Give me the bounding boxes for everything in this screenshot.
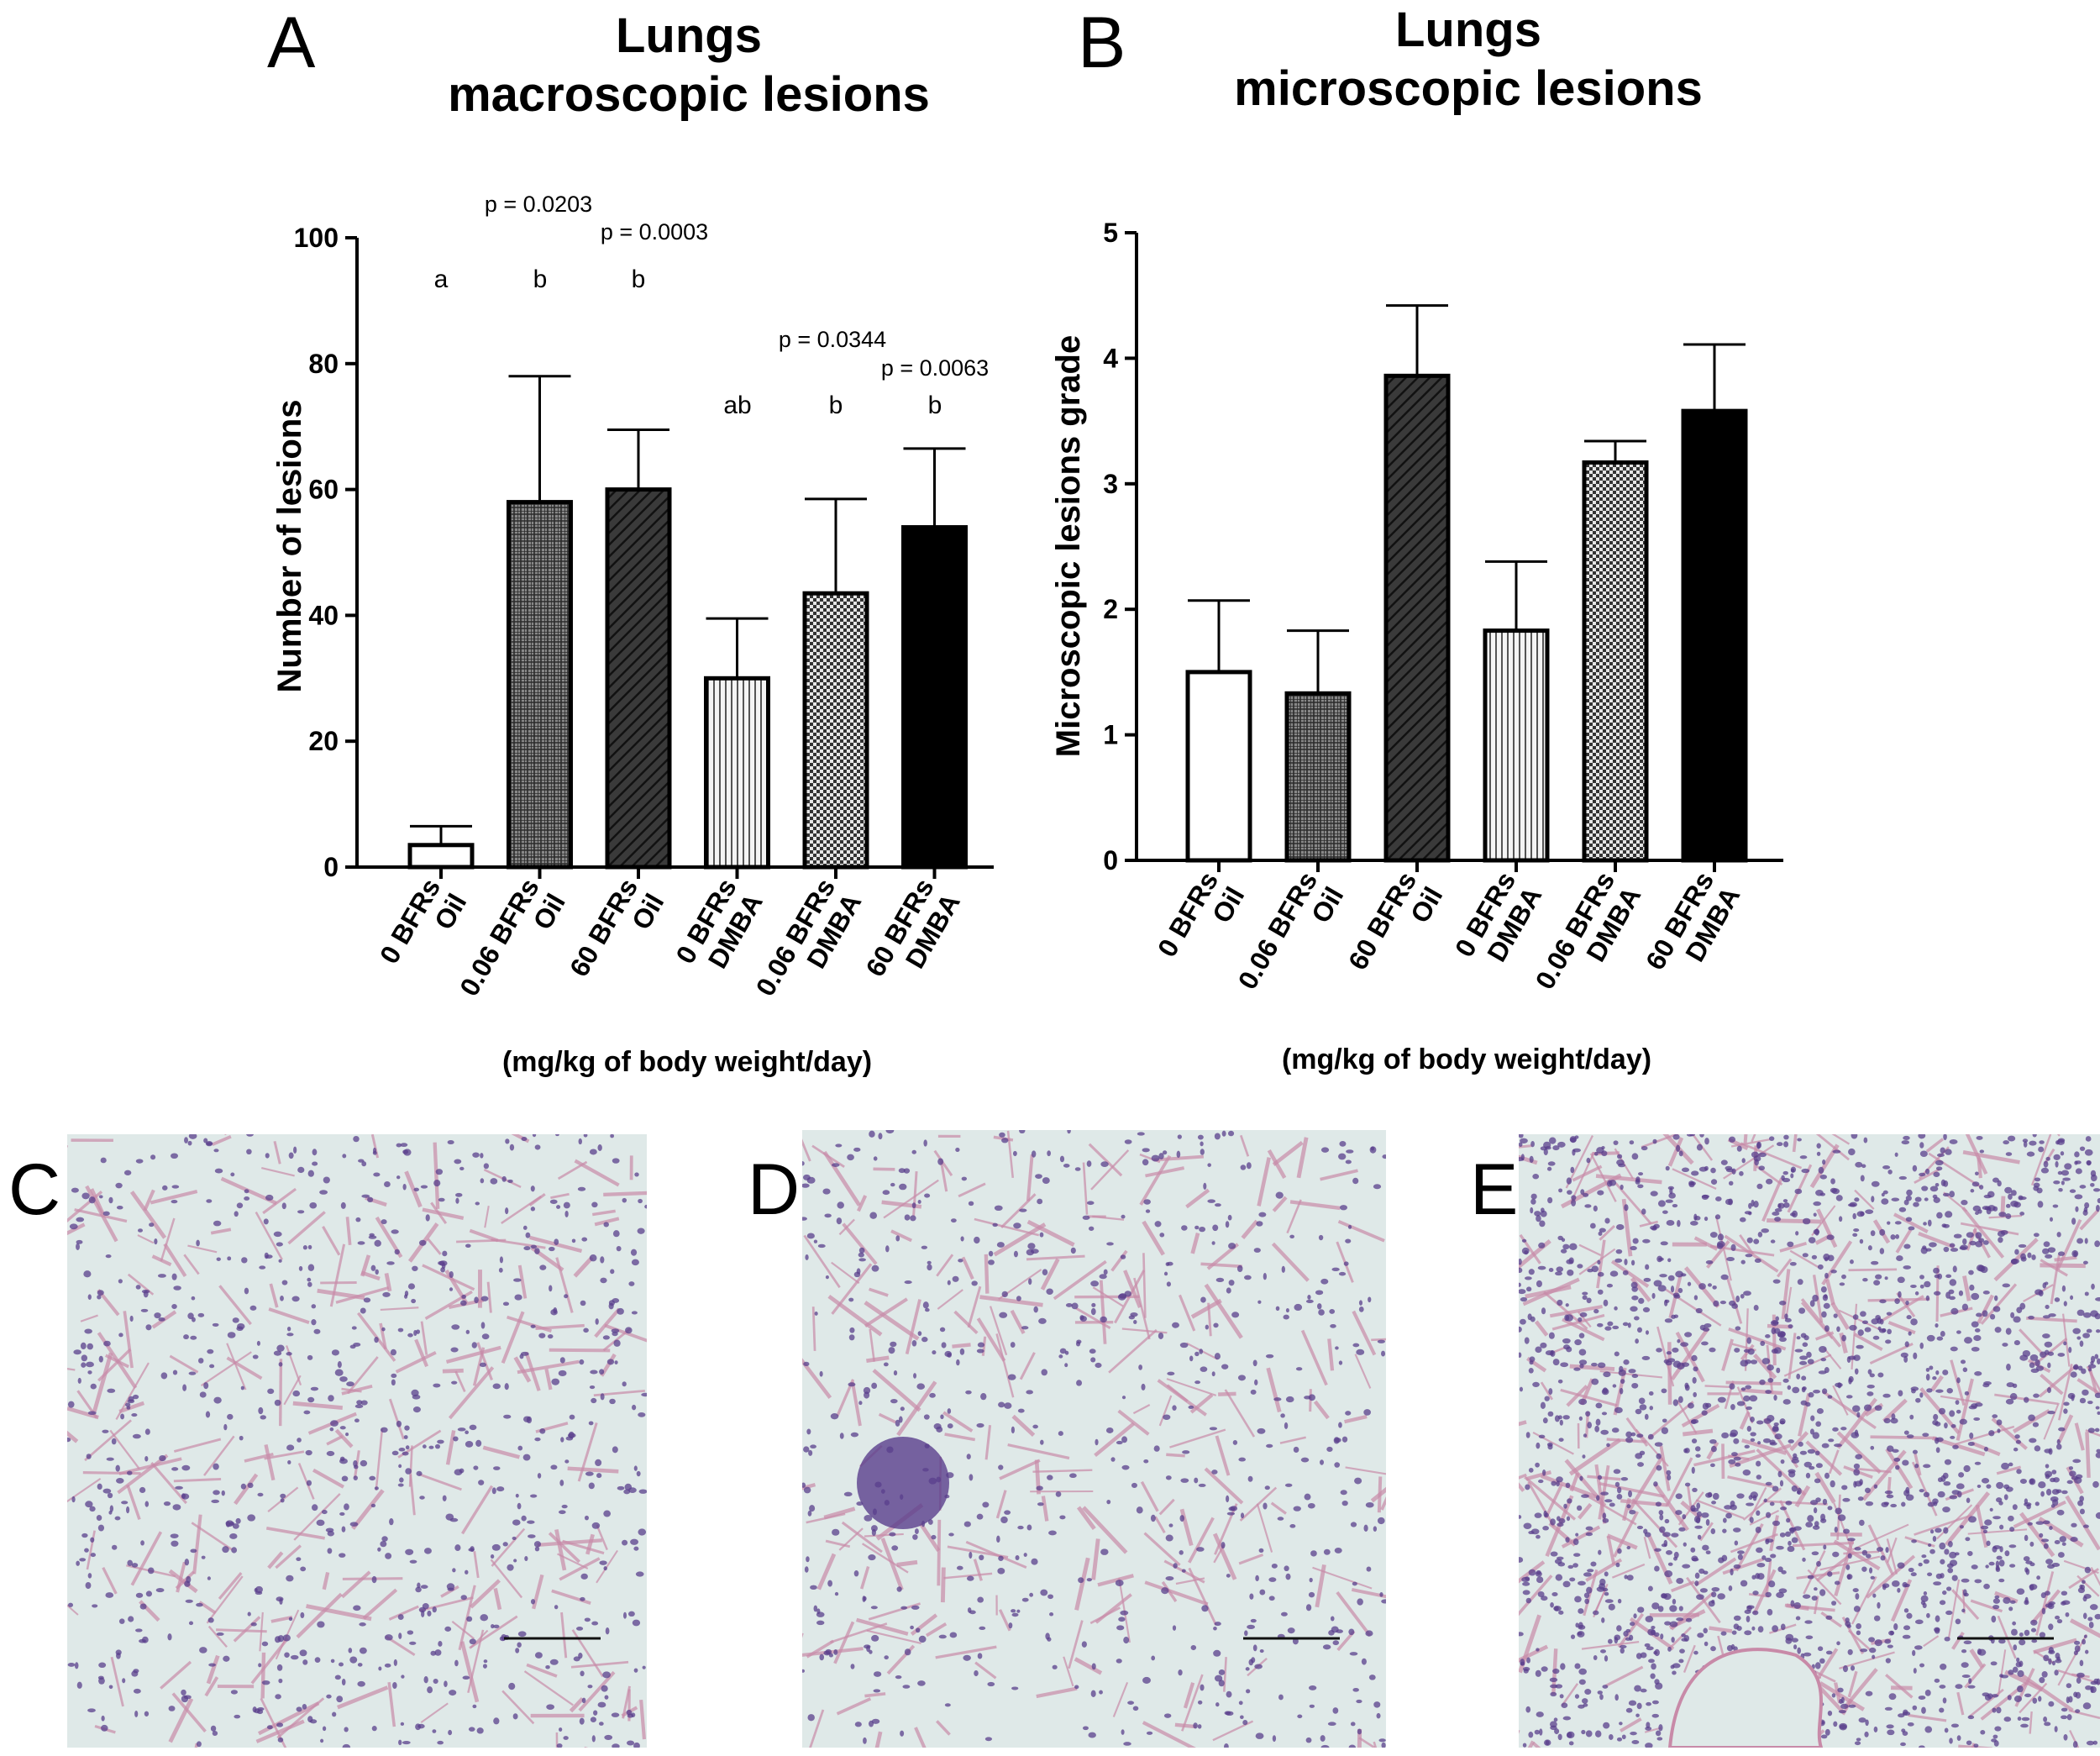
b-y-tick-label: 1 [1103,720,1118,750]
b-category-line1: 60 BFRs [1342,867,1422,975]
a-significance-letter: b [829,392,843,419]
a-bar [605,487,672,870]
chart-title-a-line2: macroscopic lesions [448,67,930,122]
a-y-tick-label: 80 [308,349,339,379]
lung-tissue-with-lymphoid-nodule-icon [802,1130,1386,1748]
y-axis-label-b: Microscopic lesions grade [1050,335,1087,757]
x-axis-label-b: (mg/kg of body weight/day) [1282,1044,1651,1075]
y-axis-label-a: Number of lesions [271,400,308,693]
a-y-tick-label: 40 [308,600,339,630]
chart-title-b-line2: microscopic lesions [1234,61,1703,116]
micrograph-letter-e: E [1470,1149,1518,1230]
a-bar [507,500,573,870]
b-bar [1383,373,1451,863]
dense-lung-lesion-icon [1519,1134,2100,1748]
a-p-value: p = 0.0344 [779,327,886,352]
a-significance-letter: b [533,266,548,293]
panel-letter-a: A [267,3,316,83]
a-bar [901,525,968,870]
normal-lung-tissue-icon [67,1134,647,1748]
a-bar [802,591,869,870]
a-p-value: p = 0.0063 [881,355,989,381]
x-axis-label-a: (mg/kg of body weight/day) [502,1046,872,1078]
b-y-tick-label: 4 [1103,343,1118,373]
a-p-value: p = 0.0003 [601,219,708,244]
b-category-line1: 0.06 BFRs [1232,867,1324,995]
a-p-value: p = 0.0203 [485,192,592,217]
micrograph-letter-d: D [748,1149,800,1230]
b-y-tick-label: 2 [1103,594,1118,624]
a-y-tick-label: 0 [323,852,339,882]
b-bar [1582,460,1649,863]
b-y-tick-label: 5 [1103,218,1118,248]
b-bar [1483,628,1550,863]
a-category-line1: 60 BFRs [564,874,643,982]
a-significance-letter: ab [723,392,751,419]
a-y-tick-label: 60 [308,475,339,505]
micrograph-c: C [8,1134,647,1748]
a-y-tick-label: 100 [294,223,339,253]
b-y-tick-label: 0 [1103,845,1118,875]
b-bar [1681,408,1748,863]
a-category-line1: 0.06 BFRs [454,874,545,1002]
a-significance-letter: b [928,392,942,419]
micrograph-d: D [748,1130,1386,1748]
b-bar [1185,670,1252,863]
a-bar [704,676,770,870]
b-y-tick-label: 3 [1103,469,1118,499]
chart-title-b-line1: Lungs [1395,3,1541,57]
b-bar [1284,691,1352,863]
a-significance-letter: b [632,266,646,293]
panel-b-chart: B Lungs microscopic lesions Microscopic … [1050,3,1783,1075]
a-y-tick-label: 20 [308,726,339,756]
a-significance-letter: a [434,266,449,293]
panel-a-chart: A Lungs macroscopic lesions Number of le… [267,3,994,1078]
micrograph-e: E [1470,1134,2100,1748]
micrograph-letter-c: C [8,1149,60,1230]
micrograph-row: C D E [8,1130,2100,1748]
chart-title-a-line1: Lungs [616,8,762,63]
panel-letter-b: B [1078,3,1126,83]
a-bar [407,843,475,870]
